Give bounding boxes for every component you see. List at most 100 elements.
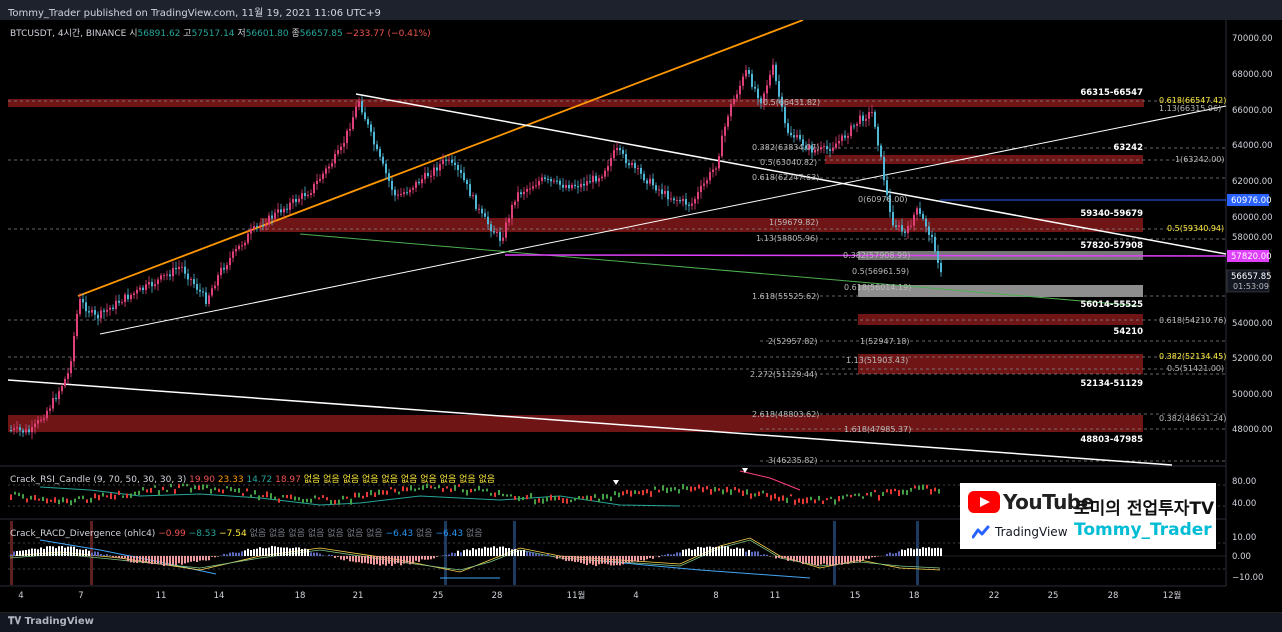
racd-bar — [28, 549, 30, 556]
tradingview-logo-icon: 𝐓𝐕 — [8, 616, 25, 627]
rsi-candle — [846, 494, 848, 496]
candle-body — [607, 166, 609, 171]
candle-body — [547, 179, 549, 180]
rsi-candle — [318, 497, 320, 499]
candle-body — [622, 150, 624, 154]
candle-body — [754, 87, 756, 89]
racd-bar — [391, 556, 393, 566]
symbol-legend[interactable]: BTCUSDT, 4시간, BINANCE 시56891.62 고57517.1… — [10, 26, 431, 39]
racd-bar — [472, 548, 474, 556]
rsi-candle — [174, 489, 176, 494]
racd-bar — [649, 556, 651, 558]
racd-bar — [382, 556, 384, 564]
candle-body — [514, 202, 516, 205]
rsi-indicator-legend[interactable]: Crack_RSI_Candle (9, 70, 50, 30, 30, 3) … — [10, 472, 495, 485]
rsi-candle — [486, 489, 488, 492]
candle-body — [733, 99, 735, 104]
candle-body — [709, 172, 711, 180]
racd-bar — [868, 556, 870, 559]
rsi-candle — [18, 493, 20, 496]
candle-body — [751, 74, 753, 87]
candle-body — [670, 198, 672, 199]
racd-bar — [97, 552, 99, 556]
candle-body — [415, 182, 417, 188]
candle-body — [316, 181, 318, 184]
rsi-candle — [22, 494, 24, 498]
racd-bar — [268, 548, 270, 556]
rsi-candle — [162, 487, 164, 490]
candle-body — [403, 192, 405, 194]
high-value: 57517.14 — [192, 29, 235, 39]
rsi-candle — [194, 485, 196, 489]
candle-body — [658, 189, 660, 190]
candle-body — [394, 190, 396, 196]
candle-body — [151, 282, 153, 286]
candle-body — [79, 299, 81, 314]
racd-bar — [205, 556, 207, 561]
time-tick: 28 — [492, 591, 503, 601]
racd-bar — [283, 548, 285, 556]
rsi-candle — [746, 489, 748, 494]
candle-body — [76, 314, 78, 336]
racd-bar — [646, 556, 648, 559]
racd-bar — [214, 556, 216, 557]
racd-bar — [232, 552, 234, 556]
racd-bar — [517, 550, 519, 556]
candle-body — [202, 291, 204, 292]
racd-bar — [265, 548, 267, 556]
racd-bar — [118, 556, 120, 558]
candle-body — [511, 205, 513, 218]
racd-value-5: −6.43 — [435, 529, 463, 539]
racd-indicator-legend[interactable]: Crack_RACD_Divergence (ohlc4) −0.99 −8.5… — [10, 526, 483, 539]
racd-bar — [100, 554, 102, 556]
rsi-candle — [126, 494, 128, 499]
candle-body — [196, 284, 198, 290]
racd-bar — [634, 556, 636, 561]
rsi-candle — [750, 493, 752, 498]
rsi-candle — [830, 497, 832, 499]
rsi-candle — [302, 499, 304, 503]
rsi-candle — [858, 493, 860, 496]
rsi-candle — [614, 491, 616, 495]
candle-body — [34, 424, 36, 427]
racd-bar — [250, 550, 252, 556]
rsi-candle — [862, 496, 864, 498]
candle-body — [373, 132, 375, 145]
rsi-candle — [290, 495, 292, 500]
rsi-candle — [630, 491, 632, 497]
racd-bar — [427, 556, 429, 560]
racd-bar — [70, 546, 72, 556]
candle-body — [532, 186, 534, 188]
candle-body — [586, 181, 588, 185]
candle-body — [856, 124, 858, 126]
rsi-candle — [838, 496, 840, 501]
rsi-candle — [26, 498, 28, 502]
racd-bar — [529, 552, 531, 556]
racd-bar — [571, 556, 573, 561]
racd-bar — [652, 556, 654, 559]
rsi-candle — [618, 493, 620, 498]
candle-body — [262, 225, 264, 226]
fib-label: 3(46235.82) — [768, 456, 818, 465]
candle-body — [715, 168, 717, 169]
candle-body — [424, 173, 426, 179]
rsi-candle — [914, 486, 916, 489]
rsi-candle — [602, 494, 604, 500]
candle-body — [331, 163, 333, 166]
candle-body — [430, 176, 432, 177]
candle-body — [103, 310, 105, 311]
rsi-candle — [570, 500, 572, 503]
racd-bar — [340, 556, 342, 560]
candle-body — [154, 284, 156, 286]
racd-bar — [784, 556, 786, 558]
footer-logo[interactable]: 𝐓𝐕 TradingView — [8, 616, 94, 627]
racd-bar — [886, 554, 888, 556]
racd-bar — [454, 553, 456, 556]
rsi-candle — [542, 498, 544, 503]
rsi-candle — [414, 489, 416, 492]
racd-bar — [904, 550, 906, 556]
candle-body — [58, 391, 60, 399]
candle-body — [613, 150, 615, 158]
rsi-candle — [718, 488, 720, 491]
candle-body — [745, 70, 747, 77]
